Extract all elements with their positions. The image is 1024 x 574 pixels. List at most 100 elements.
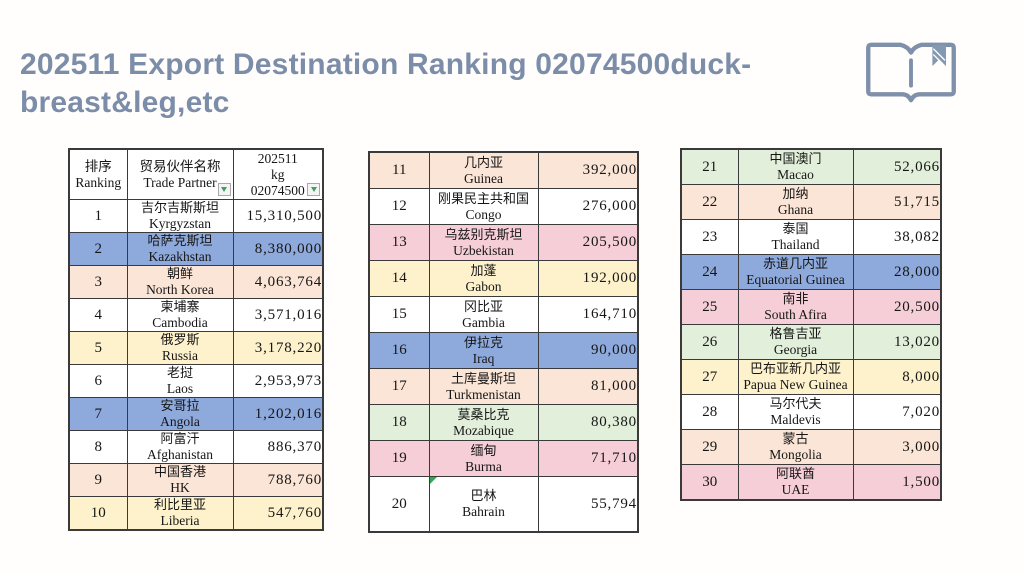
value-cell: 4,063,764 [232, 265, 324, 299]
partner-name-cn: 利比里亚 [153, 497, 206, 512]
partner-cell: 安哥拉 Angola [126, 397, 234, 431]
table-row: 11 几内亚 Guinea 392,000 [368, 151, 639, 189]
partner-name-en: Iraq [472, 350, 495, 366]
partner-name-cn: 几内亚 [463, 154, 503, 170]
header-row: 排序 Ranking 贸易伙伴名称 Trade Partner 202511 kg … [68, 148, 324, 200]
partner-cell: 阿联酋 UAE [737, 464, 854, 501]
partner-cell: 土库曼斯坦 Turkmenistan [428, 368, 539, 405]
partner-name-cn: 蒙古 [782, 431, 809, 446]
partner-name-en: Papua New Guinea [743, 377, 848, 392]
partner-name-cn: 阿联酋 [775, 466, 815, 481]
partner-name-cn: 马尔代夫 [769, 396, 822, 411]
partner-name-cn: 老挝 [166, 365, 193, 380]
table-row: 24 赤道几内亚 Equatorial Guinea 28,000 [680, 254, 942, 290]
filter-dropdown-icon[interactable] [217, 183, 231, 196]
table-row: 7 安哥拉 Angola 1,202,016 [68, 397, 324, 431]
table-row: 26 格鲁吉亚 Georgia 13,020 [680, 324, 942, 360]
table-row: 10 利比里亚 Liberia 547,760 [68, 496, 324, 531]
table-row: 12 刚果民主共和国 Congo 276,000 [368, 188, 639, 225]
rank-cell: 17 [368, 368, 430, 405]
partner-name-en: Ghana [777, 202, 814, 217]
partner-cell: 巴林 Bahrain [428, 476, 539, 533]
table-container-2: 11 几内亚 Guinea 392,000 12 刚果民主共和国 Congo 276,000 1… [368, 151, 639, 533]
rank-cell: 8 [68, 430, 128, 464]
partner-cell: 老挝 Laos [126, 364, 234, 398]
partner-name-cn: 缅甸 [470, 442, 497, 458]
rank-cell: 25 [680, 289, 739, 325]
rank-cell: 29 [680, 429, 739, 465]
partner-name-cn: 莫桑比克 [457, 406, 510, 422]
partner-name-cn: 加蓬 [470, 262, 497, 278]
rank-cell: 3 [68, 265, 128, 299]
partner-name-cn: 阿富汗 [160, 431, 200, 446]
partner-name-cn: 安哥拉 [160, 398, 200, 413]
partner-name-cn: 格鲁吉亚 [769, 326, 822, 341]
value-cell: 2,953,973 [232, 364, 324, 398]
partner-name-en: Equatorial Guinea [746, 272, 845, 287]
ranking-table-1-10: 排序 Ranking 贸易伙伴名称 Trade Partner 202511 kg … [68, 148, 324, 531]
table-row: 4 柬埔寨 Cambodia 3,571,016 [68, 298, 324, 332]
table-row: 16 伊拉克 Iraq 90,000 [368, 332, 639, 369]
partner-name-cn: 俄罗斯 [160, 332, 200, 347]
table-row: 1 吉尔吉斯斯坦 Kyrgyzstan 15,310,500 [68, 199, 324, 233]
partner-cell: 马尔代夫 Maldevis [737, 394, 854, 430]
partner-name-cn: 伊拉克 [463, 334, 503, 350]
table-row: 23 泰国 Thailand 38,082 [680, 219, 942, 255]
table-row: 21 中国澳门 Macao 52,066 [680, 148, 942, 185]
partner-cell: 哈萨克斯坦 Kazakhstan [126, 232, 234, 266]
partner-cell: 泰国 Thailand [737, 219, 854, 255]
partner-cell: 赤道几内亚 Equatorial Guinea [737, 254, 854, 290]
rank-cell: 27 [680, 359, 739, 395]
rank-cell: 2 [68, 232, 128, 266]
partner-name-en: Georgia [773, 342, 818, 357]
rank-cell: 22 [680, 184, 739, 220]
rank-cell: 15 [368, 296, 430, 333]
table-row: 5 俄罗斯 Russia 3,178,220 [68, 331, 324, 365]
value-cell: 80,380 [537, 404, 639, 441]
partner-name-en: Uzbekistan [453, 242, 514, 258]
ranking-table-21-30: 21 中国澳门 Macao 52,066 22 加纳 Ghana 51,715 23 泰国 Thai… [680, 148, 942, 501]
partner-cell: 伊拉克 Iraq [428, 332, 539, 369]
partner-cell: 柬埔寨 Cambodia [126, 298, 234, 332]
rank-cell: 1 [68, 199, 128, 233]
partner-cell: 吉尔吉斯斯坦 Kyrgyzstan [126, 199, 234, 233]
partner-name-cn: 朝鲜 [166, 266, 193, 281]
rank-cell: 18 [368, 404, 430, 441]
partner-name-en: Russia [161, 348, 198, 363]
partner-name-en: Cambodia [152, 315, 208, 330]
partner-cell: 莫桑比克 Mozabique [428, 404, 539, 441]
partner-name-en: Bahrain [462, 504, 505, 519]
partner-name-cn: 刚果民主共和国 [437, 190, 529, 206]
partner-name-en: Angola [160, 414, 200, 429]
filter-dropdown-icon[interactable] [307, 183, 320, 196]
table-row: 30 阿联酋 UAE 1,500 [680, 464, 942, 501]
partner-name-cn: 中国香港 [153, 464, 206, 479]
open-book-bookmark-icon [862, 38, 960, 111]
partner-name-en: Kyrgyzstan [149, 216, 211, 231]
value-cell: 51,715 [852, 184, 942, 220]
table-row: 9 中国香港 HK 788,760 [68, 463, 324, 497]
value-cell: 1,500 [852, 464, 942, 501]
rank-cell: 24 [680, 254, 739, 290]
page-title: 202511 Export Destination Ranking 020745… [20, 48, 752, 119]
value-cell: 205,500 [537, 224, 639, 261]
value-cell: 276,000 [537, 188, 639, 225]
table-row: 22 加纳 Ghana 51,715 [680, 184, 942, 220]
partner-cell: 几内亚 Guinea [428, 151, 539, 189]
value-cell: 8,000 [852, 359, 942, 395]
table-container-3: 21 中国澳门 Macao 52,066 22 加纳 Ghana 51,715 23 泰国 Thai… [680, 148, 942, 501]
rank-cell: 5 [68, 331, 128, 365]
partner-cell: 缅甸 Burma [428, 440, 539, 477]
partner-name-cn: 哈萨克斯坦 [147, 233, 213, 248]
partner-name-en: South Afira [764, 307, 827, 322]
partner-name-cn: 巴林 [470, 488, 497, 503]
partner-name-cn: 赤道几内亚 [762, 256, 828, 271]
partner-cell: 加纳 Ghana [737, 184, 854, 220]
partner-cell: 中国香港 HK [126, 463, 234, 497]
value-cell: 192,000 [537, 260, 639, 297]
value-cell: 13,020 [852, 324, 942, 360]
rank-cell: 28 [680, 394, 739, 430]
value-cell: 3,571,016 [232, 298, 324, 332]
rank-cell: 13 [368, 224, 430, 261]
value-cell: 90,000 [537, 332, 639, 369]
